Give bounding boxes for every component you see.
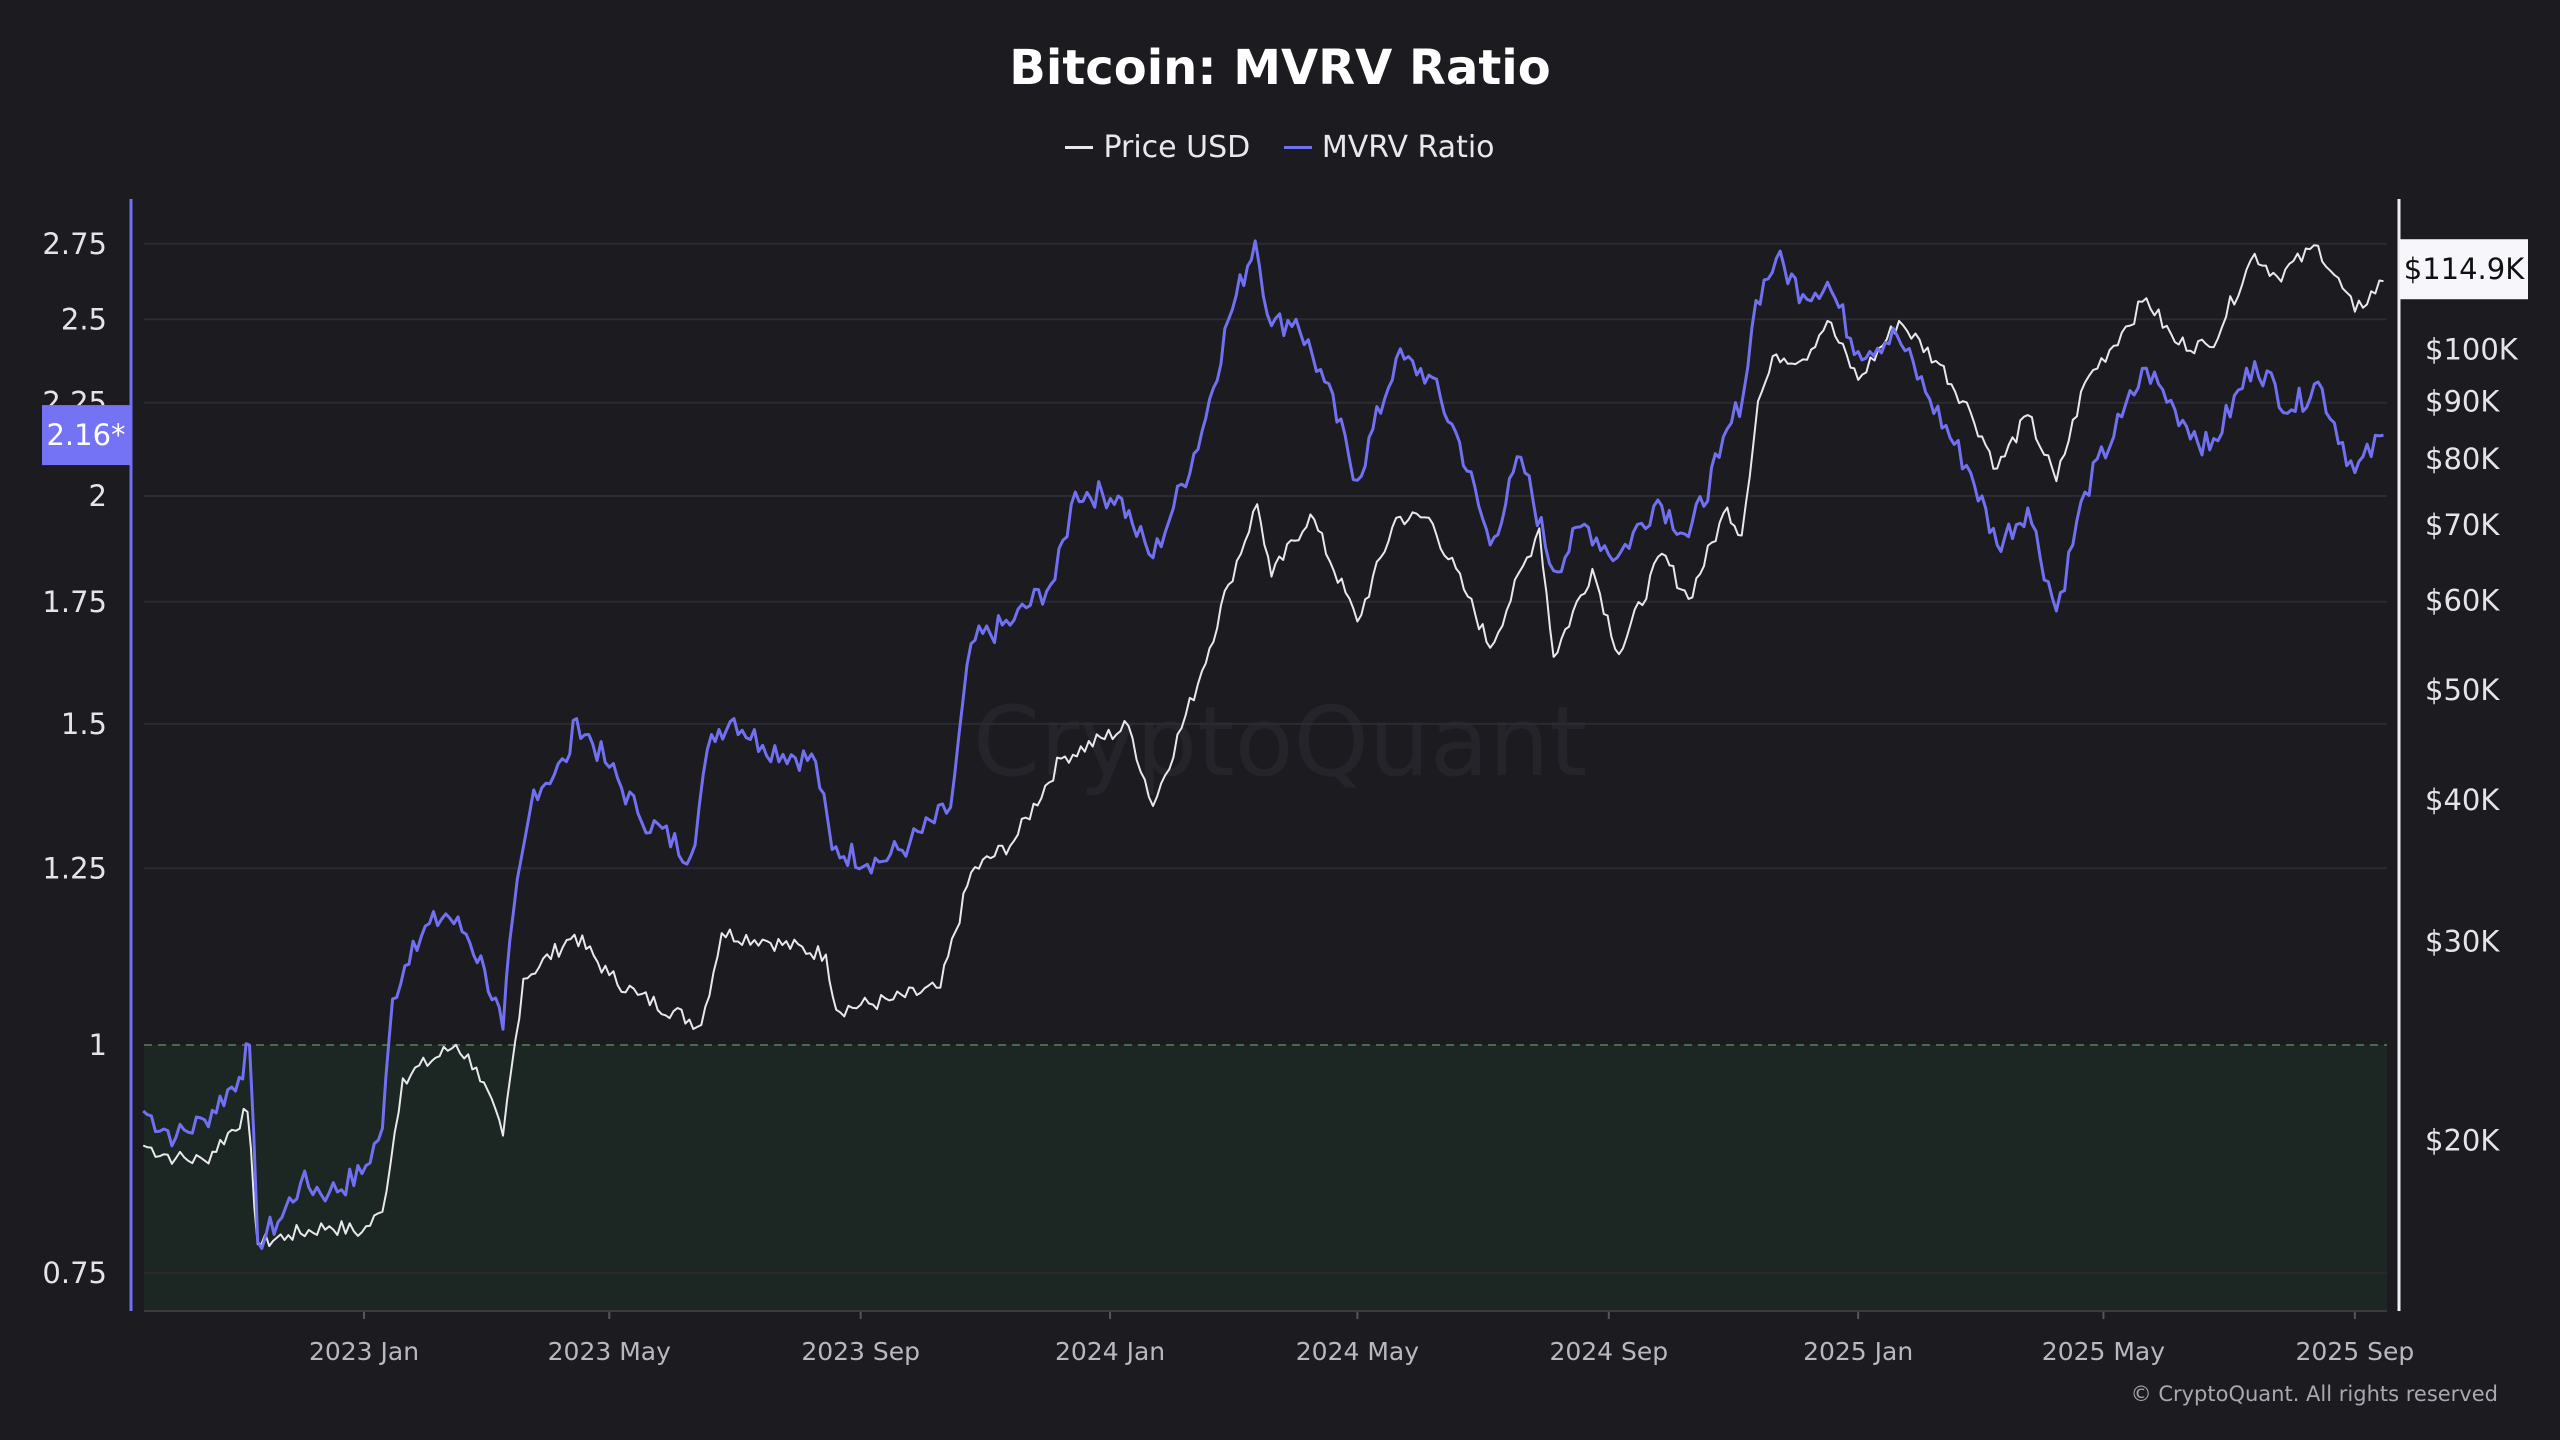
current-mvrv-value: 2.16* xyxy=(46,418,125,452)
x-tick-label: 2023 Jan xyxy=(309,1337,419,1366)
legend-item-price[interactable]: Price USD xyxy=(1065,130,1250,165)
left-tick-label: 2.75 xyxy=(42,227,107,261)
x-tick-label: 2024 Sep xyxy=(1549,1337,1668,1366)
current-price-value: $114.9K xyxy=(2404,252,2525,286)
legend-swatch-price xyxy=(1065,146,1094,149)
left-tick-label: 2.5 xyxy=(61,302,107,336)
x-tick-label: 2025 Sep xyxy=(2296,1337,2415,1366)
x-tick-label: 2025 May xyxy=(2042,1337,2165,1366)
legend-label-price: Price USD xyxy=(1103,130,1251,165)
left-tick-label: 1.5 xyxy=(61,707,107,741)
x-tick-label: 2024 Jan xyxy=(1055,1337,1165,1366)
left-tick-label: 1.25 xyxy=(42,851,107,885)
right-tick-label: $50K xyxy=(2425,673,2500,707)
right-tick-label: $100K xyxy=(2425,333,2519,367)
chart-title: Bitcoin: MVRV Ratio xyxy=(1009,40,1551,96)
legend-swatch-mvrv xyxy=(1283,146,1312,149)
mvrv-line xyxy=(142,239,2384,1250)
right-tick-label: $40K xyxy=(2425,783,2500,817)
left-tick-label: 0.75 xyxy=(42,1256,107,1290)
left-tick-label: 1 xyxy=(89,1028,107,1062)
right-tick-label: $30K xyxy=(2425,924,2500,958)
legend: Price USD MVRV Ratio xyxy=(0,122,2560,165)
copyright: © CryptoQuant. All rights reserved xyxy=(2130,1382,2498,1406)
right-tick-label: $90K xyxy=(2425,384,2500,418)
x-tick-label: 2023 May xyxy=(548,1337,671,1366)
x-tick-label: 2024 May xyxy=(1296,1337,1419,1366)
right-tick-label: $60K xyxy=(2425,584,2500,618)
legend-label-mvrv: MVRV Ratio xyxy=(1321,130,1495,165)
price-line xyxy=(142,244,2384,1248)
watermark: CryptoQuant xyxy=(973,686,1587,798)
x-tick-label: 2023 Sep xyxy=(801,1337,920,1366)
right-tick-label: $20K xyxy=(2425,1124,2500,1158)
right-tick-label: $80K xyxy=(2425,442,2500,476)
left-tick-label: 1.75 xyxy=(42,585,107,619)
right-tick-label: $70K xyxy=(2425,508,2500,542)
x-tick-label: 2025 Jan xyxy=(1803,1337,1913,1366)
left-tick-label: 2 xyxy=(89,479,107,513)
current-price-badge xyxy=(2400,239,2528,300)
legend-item-mvrv[interactable]: MVRV Ratio xyxy=(1283,130,1495,165)
undervalued-zone xyxy=(144,1045,2387,1311)
current-mvrv-badge xyxy=(42,405,131,466)
